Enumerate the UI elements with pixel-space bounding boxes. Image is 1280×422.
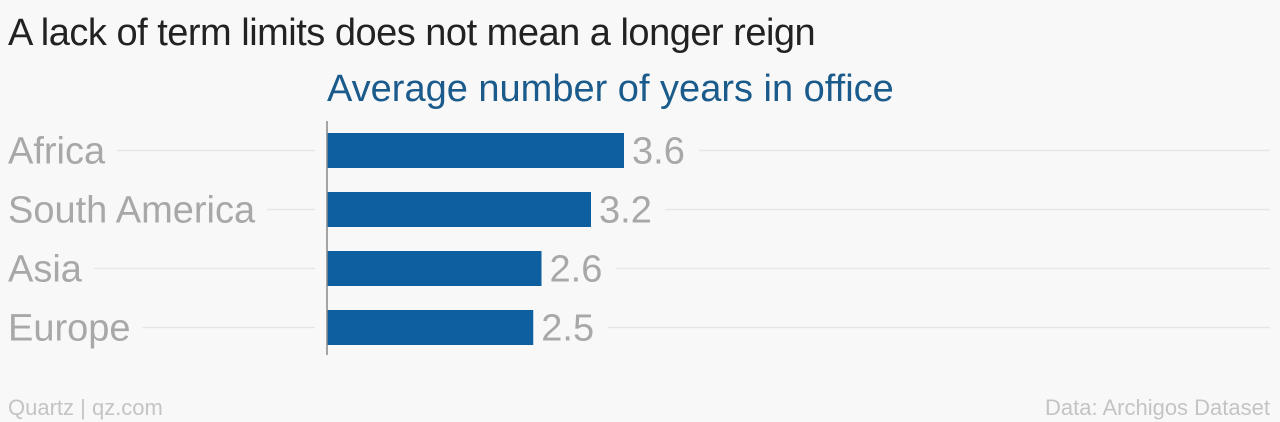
bar [327,192,591,227]
data-source: Data: Archigos Dataset [1044,395,1270,420]
chart-title: A lack of term limits does not mean a lo… [8,12,816,54]
value-label: 3.2 [599,190,652,232]
category-label: South America [8,190,256,232]
bar [327,310,534,345]
value-label: 2.6 [550,249,603,291]
publisher-credit: Quartz | qz.com [8,395,163,420]
category-label: Europe [8,308,131,350]
value-label: 3.6 [632,131,685,173]
bar [327,133,624,168]
category-label: Africa [8,131,106,173]
chart-subtitle: Average number of years in office [327,68,894,110]
value-label: 2.5 [541,308,594,350]
bar [327,251,542,286]
category-label: Asia [8,249,83,291]
